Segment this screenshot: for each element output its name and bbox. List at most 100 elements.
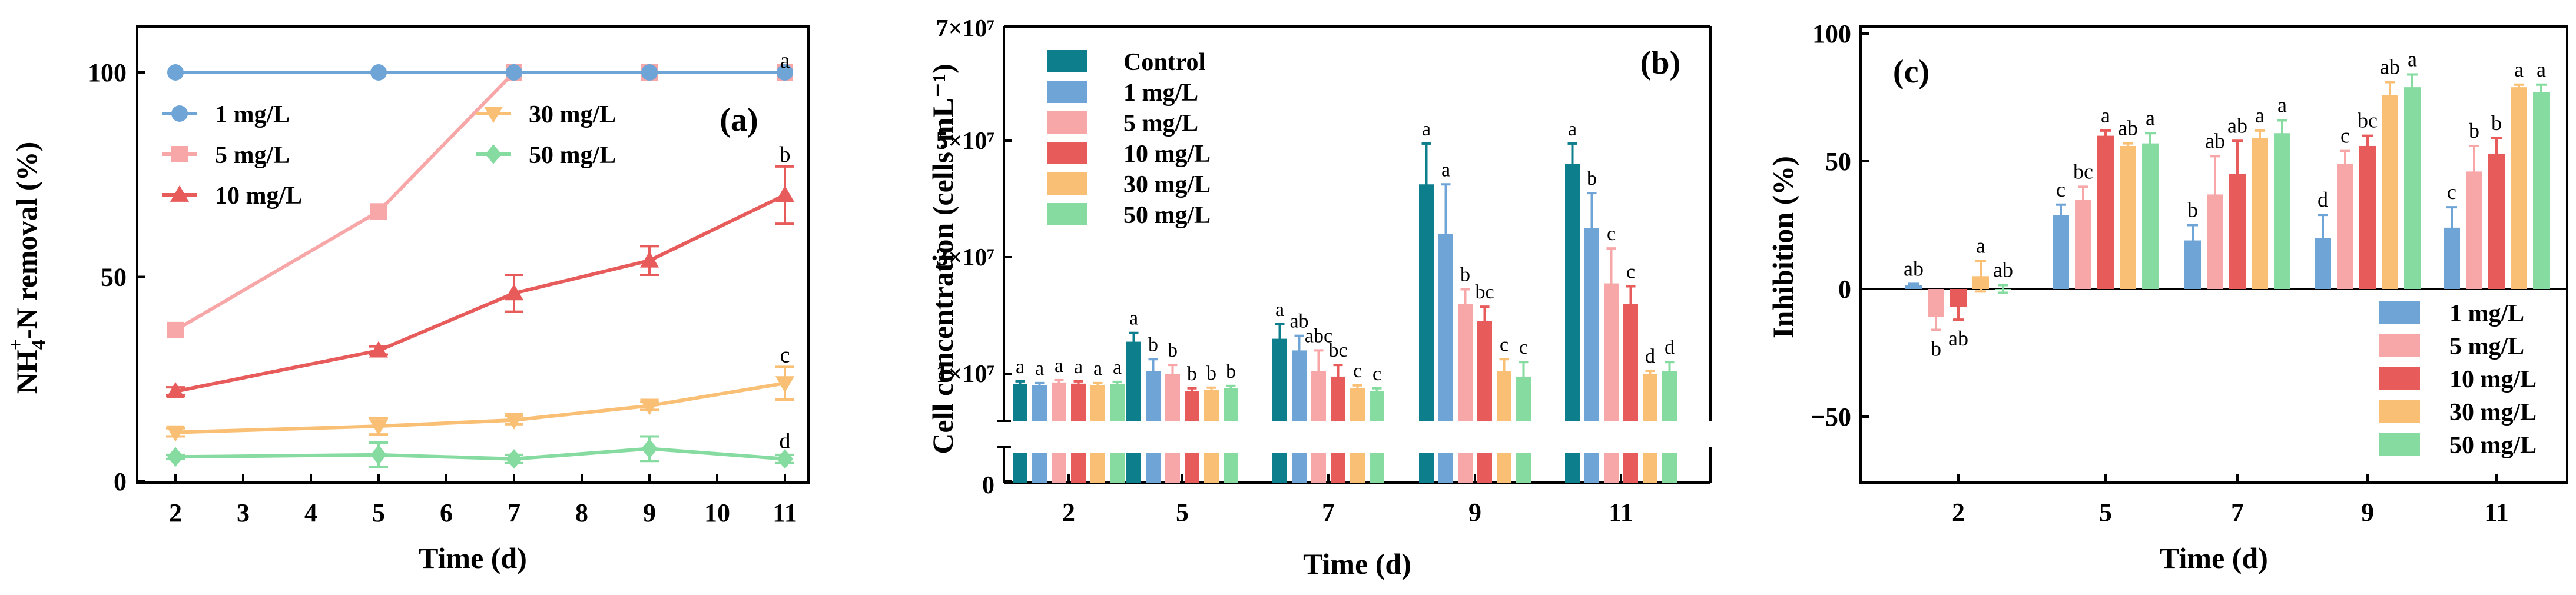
panel-c-legend-swatch-c10 (2379, 367, 2420, 390)
panel-b-bar-lower-c50 (1224, 453, 1238, 483)
panel-b-sig-label: b (1460, 264, 1470, 285)
panel-c-bar-c30 (2120, 145, 2136, 289)
panel-b-sig-label: a (1129, 308, 1138, 330)
panel-b-bar-c30 (1643, 374, 1657, 421)
panel-b-bar-control (1126, 341, 1141, 421)
panel-c-legend-swatch-c5 (2379, 334, 2420, 357)
panel-c-xlabel: Time (d) (2160, 541, 2268, 574)
panel-b-sig-label: a (1422, 118, 1431, 140)
panel-c-legend-swatch-c50 (2379, 433, 2420, 456)
panel-b-bar-c30 (1204, 390, 1219, 421)
panel-b-bar-lower-control (1126, 453, 1141, 483)
panel-a-point-c10 (639, 251, 659, 268)
panel-c-sig-label: bc (2358, 109, 2378, 132)
panel-b-legend-label: 50 mg/L (1123, 202, 1211, 229)
panel-a-point-c50 (777, 448, 793, 469)
panel-c-bar-c30 (2511, 87, 2527, 289)
panel-b-sig-label: a (1441, 159, 1450, 181)
panel-b-xtick-label: 2 (1062, 498, 1075, 527)
panel-b-sig-label: a (1035, 358, 1044, 380)
panel-a-annotation: a (780, 48, 790, 73)
panel-a-legend-marker-c50 (485, 144, 502, 164)
panel-c-xtick-label: 11 (2484, 498, 2509, 527)
panel-a-xtick-label: 9 (643, 498, 656, 527)
panel-a-line-c10 (175, 193, 786, 394)
panel-c-sig-label: b (1931, 337, 1941, 360)
panel-b-sig-label: a (1093, 358, 1102, 380)
panel-a-xtick-label: 11 (773, 498, 797, 527)
panel-c-sig-label: b (2491, 111, 2502, 135)
panel-c-sig-label: a (2408, 47, 2417, 71)
panel-b-bar-c30 (1350, 388, 1365, 421)
panel-b-bar-c5 (1052, 382, 1066, 421)
panel-a-point-c10 (775, 185, 795, 202)
panel-c-sig-label: a (2146, 106, 2155, 129)
panel-b-sig-label: c (1353, 360, 1362, 382)
panel-b-bar-control (1565, 164, 1580, 421)
panel-a-xtick-label: 6 (440, 498, 453, 527)
panel-a-legend-marker-c5 (171, 146, 188, 162)
panel-a-point-c30 (639, 398, 659, 415)
panel-c-bar-c5 (2075, 200, 2091, 289)
panel-b-bar-c10 (1623, 304, 1638, 421)
panel-b-sig-label: d (1645, 345, 1655, 367)
panel-a-point-c1 (167, 64, 184, 81)
panel-c-sig-label: ab (1904, 257, 1924, 280)
panel-a-point-c30 (504, 413, 524, 430)
panel-a-xtick-label: 2 (169, 498, 182, 527)
panel-b-legend-swatch-c30 (1047, 172, 1087, 195)
panel-b-sig-label: ab (1289, 311, 1308, 333)
panel-b-bar-lower-control (1013, 453, 1027, 483)
panel-b-bar-lower-c10 (1071, 453, 1086, 483)
panel-b-sig-label: b (1587, 168, 1597, 190)
panel-a-point-c5 (167, 321, 184, 338)
panel-c-xtick-label: 9 (2361, 498, 2374, 527)
panel-a-point-c10 (504, 284, 524, 301)
panel-b-ytick-label: 0 (982, 472, 994, 499)
panel-c-xtick-label: 2 (1952, 498, 1965, 527)
panel-b-legend-label: Control (1123, 49, 1205, 76)
panel-a-legend-label: 30 mg/L (529, 101, 616, 128)
panel-b-ytick-label: 1×10⁷ (936, 361, 994, 388)
panel-c-sig-label: b (2469, 119, 2479, 142)
panel-b-bar-c5 (1458, 304, 1473, 421)
panel-b-bar-lower-c1 (1032, 453, 1047, 483)
panel-a-point-c30 (369, 419, 389, 436)
panel-b-label: (b) (1640, 45, 1680, 81)
panel-b-legend-label: 10 mg/L (1123, 141, 1211, 168)
panel-b-bar-lower-c30 (1643, 453, 1657, 483)
panel-b-sig-label: b (1187, 363, 1197, 385)
panel-c-sig-label: ab (1993, 258, 2013, 281)
panel-c-ytick-label: 100 (1812, 19, 1851, 48)
panel-b-xtick-label: 5 (1176, 498, 1189, 527)
panel-b-bar-c1 (1032, 385, 1047, 421)
panel-c-legend-swatch-c30 (2379, 400, 2420, 423)
panel-c-bar-c30 (2252, 138, 2268, 289)
panel-b-bar-lower-control (1272, 453, 1287, 483)
panel-b-legend-label: 5 mg/L (1123, 110, 1198, 137)
panel-b-legend-swatch-c1 (1047, 81, 1087, 103)
panel-a-frame (136, 25, 810, 484)
panel-b-bar-lower-c50 (1662, 453, 1677, 483)
panel-a-annotation: c (780, 343, 790, 368)
panel-b-bar-lower-c1 (1146, 453, 1161, 483)
panel-c-sig-label: b (2187, 198, 2198, 222)
panel-c-sig-label: ab (2380, 55, 2400, 78)
panel-a-xlabel: Time (d) (419, 541, 527, 574)
panel-b-sig-label: b (1148, 334, 1158, 355)
panel-c-ytick-label: −50 (1811, 403, 1851, 431)
panel-b-sig-label: a (1055, 355, 1063, 377)
panel-b-bar-c10 (1185, 391, 1199, 421)
panel-b-legend-swatch-c5 (1047, 111, 1087, 134)
panel-c-ytick-label: 50 (1825, 147, 1851, 176)
panel-a-legend-marker-c10 (170, 185, 190, 202)
panel-b-sig-label: bc (1475, 281, 1494, 303)
panel-b-sig-label: c (1519, 337, 1528, 358)
panel-c-legend-label: 30 mg/L (2449, 399, 2537, 426)
panel-b-sig-label: a (1275, 299, 1284, 321)
panel-b-bar-lower-c10 (1623, 453, 1638, 483)
panel-a-point-c1 (641, 64, 658, 81)
panel-b-xlabel: Time (d) (1303, 547, 1411, 580)
panel-c-legend-label: 50 mg/L (2449, 432, 2537, 459)
